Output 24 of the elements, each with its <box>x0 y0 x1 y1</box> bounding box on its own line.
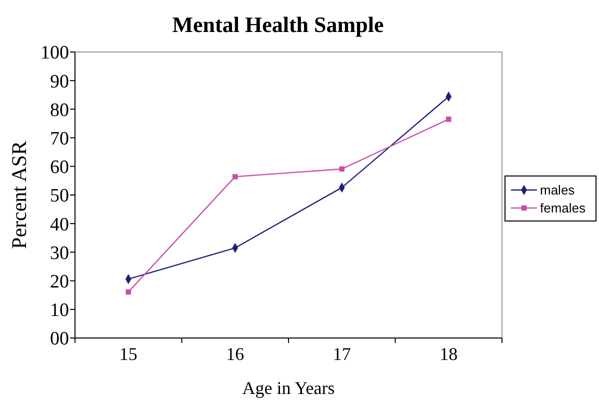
x-axis-title: Age in Years <box>242 378 335 398</box>
y-tick-label: 100 <box>40 42 69 64</box>
y-axis-title: Percent ASR <box>7 141 31 249</box>
point <box>126 289 132 295</box>
x-tick-label: 15 <box>119 344 138 364</box>
legend-label: females <box>540 200 586 216</box>
y-tick-label: 20 <box>50 271 69 292</box>
y-tick-label: 10 <box>50 300 69 322</box>
y-tick-label: 00 <box>50 328 69 350</box>
x-tick-label: 17 <box>332 344 351 364</box>
y-tick-label: 90 <box>50 71 69 92</box>
chart-title: Mental Health Sample <box>172 12 384 37</box>
y-tick-label: 70 <box>50 128 69 150</box>
y-tick-label: 40 <box>50 214 69 236</box>
x-tick-label: 16 <box>226 344 244 364</box>
y-tick-label: 80 <box>50 100 69 121</box>
y-tick-label: 50 <box>50 186 69 207</box>
x-tick-label: 18 <box>440 344 458 364</box>
point <box>232 174 238 180</box>
y-tick-label: 30 <box>50 242 69 264</box>
legend-label: males <box>540 182 576 198</box>
point <box>339 166 345 172</box>
point <box>446 116 452 122</box>
y-tick-label: 60 <box>50 157 69 178</box>
